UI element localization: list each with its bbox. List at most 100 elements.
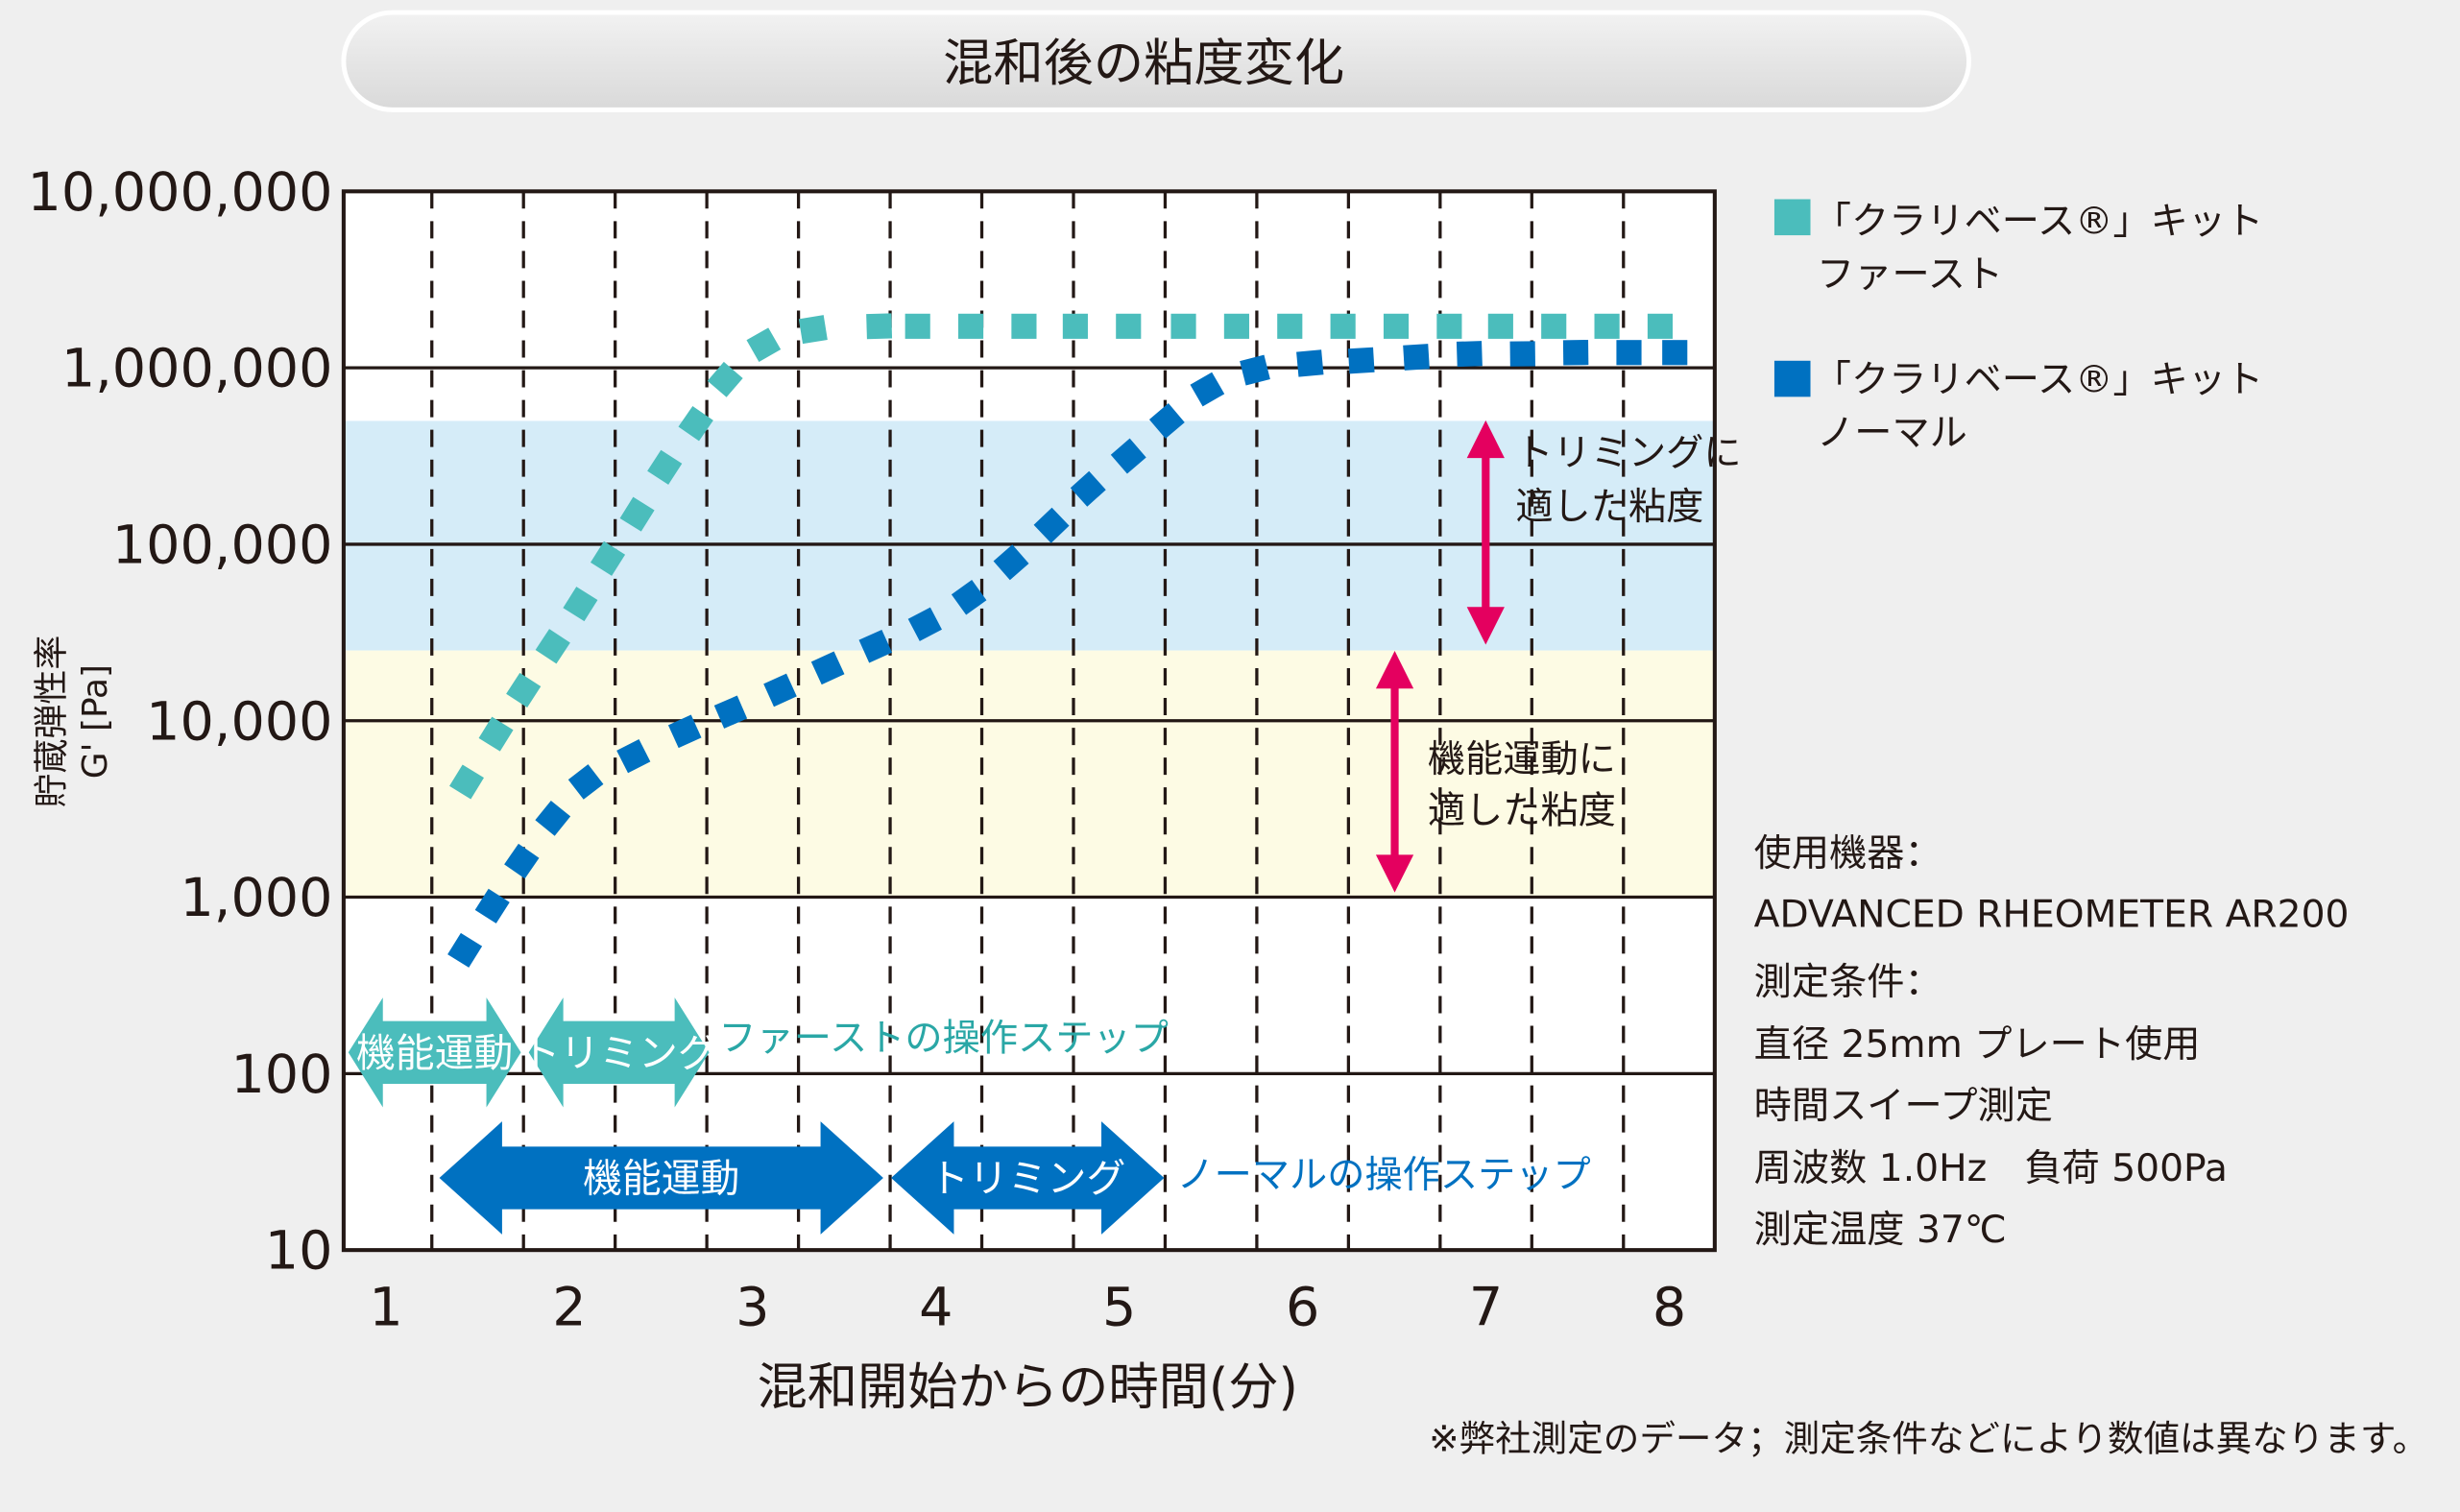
data-point-normal [1110, 438, 1146, 474]
data-point-fast [1436, 313, 1462, 339]
legend-label-normal-2: ノーマル [1817, 412, 1967, 455]
plot-frame [341, 189, 1717, 1253]
fast-step-function-label: 機能運動 [356, 1030, 513, 1076]
legend-label-fast-2: ファースト [1817, 253, 2003, 297]
fast-step-trimming-label: トリミング [521, 1030, 717, 1076]
data-point-fast [746, 327, 782, 363]
data-point-normal [763, 673, 797, 708]
data-point-normal [1403, 344, 1430, 371]
data-point-normal [1616, 340, 1642, 366]
legend: 「クラリベース®」キット ファースト 「クラリベース®」キット ノーマル [1773, 199, 2263, 455]
data-point-normal [810, 651, 845, 685]
data-point-fast [1647, 313, 1674, 339]
condition-line: 測定温度 37℃ [1754, 1209, 2007, 1252]
function-range-label: 機能運動に [1428, 738, 1616, 781]
function-range-label: 適した粘度 [1428, 790, 1616, 833]
normal-step-trimming [891, 1121, 1165, 1235]
chart-title-pill: 混和後の粘度変化 [341, 10, 1971, 112]
data-point-fast [1330, 313, 1356, 339]
normal-step-function-label: 機能運動 [583, 1156, 739, 1202]
data-point-normal [616, 739, 651, 774]
data-point-fast [904, 313, 930, 339]
trimming-range-arrow-head-down [1466, 607, 1505, 645]
y-axis-title: 貯蔵弾性率 [32, 636, 71, 808]
data-point-fast [619, 496, 655, 532]
data-point-normal [447, 932, 483, 968]
data-point-normal [667, 714, 702, 749]
plot-area: 10,000,000 1,000,000 100,000 10,000 1,000 100… [28, 161, 1742, 1339]
condition-line: 直径 25mm プレート使用 [1754, 1023, 2201, 1067]
y-axis-unit: G' [Pa] [76, 664, 115, 779]
x-tick-label: 7 [1469, 1277, 1503, 1339]
data-point-normal [1148, 403, 1185, 439]
data-point-normal [535, 800, 571, 836]
trimming-range-label: トリミングに [1515, 432, 1741, 475]
data-point-normal [907, 607, 942, 641]
data-point-normal [474, 888, 510, 924]
data-point-fast [678, 406, 713, 442]
condition-line: 時間スイープ測定 [1754, 1085, 2053, 1128]
data-point-fast [1170, 313, 1196, 339]
y-tick-label: 10,000 [146, 690, 332, 753]
y-tick-label: 1,000 [180, 867, 332, 929]
data-point-fast [1062, 313, 1088, 339]
data-point-fast [535, 629, 570, 664]
data-point-normal [1240, 354, 1270, 386]
data-point-normal [951, 580, 987, 615]
trimming-range-label: 適した粘度 [1515, 486, 1703, 529]
fast-step-function [348, 997, 521, 1108]
band-function [343, 650, 1715, 898]
data-point-normal [993, 544, 1029, 581]
data-point-fast [1116, 313, 1142, 339]
y-tick-label: 100,000 [112, 515, 333, 577]
data-point-normal [1033, 507, 1070, 543]
data-point-normal [858, 629, 893, 663]
y-tick-label: 100 [230, 1044, 332, 1106]
data-point-normal [1662, 340, 1688, 366]
normal-steps-caption: ノーマルの操作ステップ [1176, 1154, 1590, 1197]
normal-step-trimming-label: トリミング [929, 1156, 1125, 1202]
data-point-fast [866, 313, 893, 340]
y-tick-label: 10,000,000 [28, 161, 333, 224]
data-point-fast [957, 313, 984, 339]
data-point-fast [1383, 313, 1410, 339]
x-tick-label: 1 [369, 1277, 402, 1339]
data-point-fast [647, 449, 683, 485]
x-axis-title: 混和開始からの時間(分) [758, 1357, 1298, 1416]
data-point-fast [1487, 313, 1513, 339]
data-point-normal [1070, 470, 1106, 507]
function-range-arrow-head-down [1375, 854, 1414, 893]
footnote: ※弊社測定のデータ；測定条件などにより数値は異なります。 [1429, 1417, 2428, 1459]
data-point-fast [449, 764, 484, 800]
data-point-fast [1011, 313, 1037, 339]
function-range-arrow-head-up [1375, 651, 1414, 689]
legend-label-fast-1: 「クラリベース®」キット [1814, 200, 2263, 243]
condition-line: 使用機器： [1754, 832, 1942, 876]
x-tick-label: 2 [552, 1277, 586, 1339]
condition-line: 測定条件： [1754, 961, 1942, 1004]
legend-swatch-normal [1773, 360, 1811, 397]
data-point-fast [506, 672, 542, 708]
data-point-fast [478, 716, 514, 752]
data-point-fast [590, 540, 626, 576]
y-tick-label: 1,000,000 [61, 338, 333, 400]
y-axis-label: 貯蔵弾性率 G' [Pa] [32, 636, 115, 808]
band-trimming [343, 420, 1715, 651]
legend-label-normal-1: 「クラリベース®」キット [1814, 358, 2263, 401]
data-point-fast [563, 587, 598, 622]
data-point-normal [567, 764, 604, 800]
fast-step-trimming [528, 997, 710, 1108]
x-tick-label: 5 [1102, 1277, 1136, 1339]
data-point-normal [1562, 340, 1589, 366]
x-tick-label: 3 [736, 1277, 769, 1339]
data-point-fast [707, 361, 743, 397]
data-point-fast [1594, 313, 1620, 339]
data-point-fast [798, 315, 828, 345]
data-point-normal [1296, 349, 1324, 377]
trimming-range-arrow-head-up [1466, 420, 1505, 459]
condition-line: ADVANCED RHEOMETER AR200 [1754, 894, 2350, 937]
data-point-fast [1541, 313, 1567, 339]
condition-line: 周波数 1.0Hz 負荷 500Pa [1754, 1147, 2228, 1190]
fast-steps-caption: ファーストの操作ステップ [718, 1018, 1168, 1061]
chart-title: 混和後の粘度変化 [943, 34, 1344, 92]
